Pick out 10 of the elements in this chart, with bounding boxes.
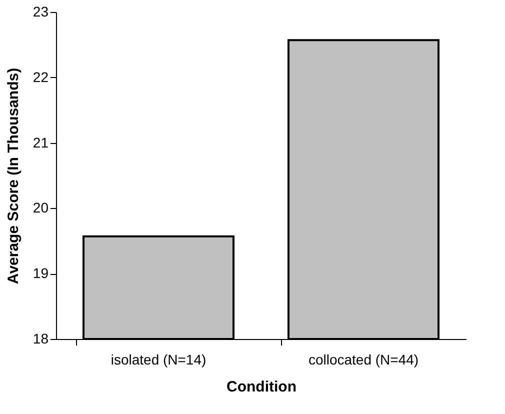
x-tick-label: isolated (N=14)	[110, 352, 206, 368]
y-tick-label: 20	[32, 200, 49, 216]
y-tick-label: 18	[32, 330, 49, 346]
y-tick-label: 21	[32, 134, 49, 150]
x-tick-label: collocated (N=44)	[308, 352, 419, 368]
y-tick-label: 19	[32, 265, 49, 282]
x-axis-title: Condition	[226, 378, 296, 396]
y-tick-label: 22	[32, 68, 49, 85]
y-tick-label: 23	[32, 4, 49, 20]
y-axis-title: Average Score (In Thousands)	[4, 68, 22, 284]
